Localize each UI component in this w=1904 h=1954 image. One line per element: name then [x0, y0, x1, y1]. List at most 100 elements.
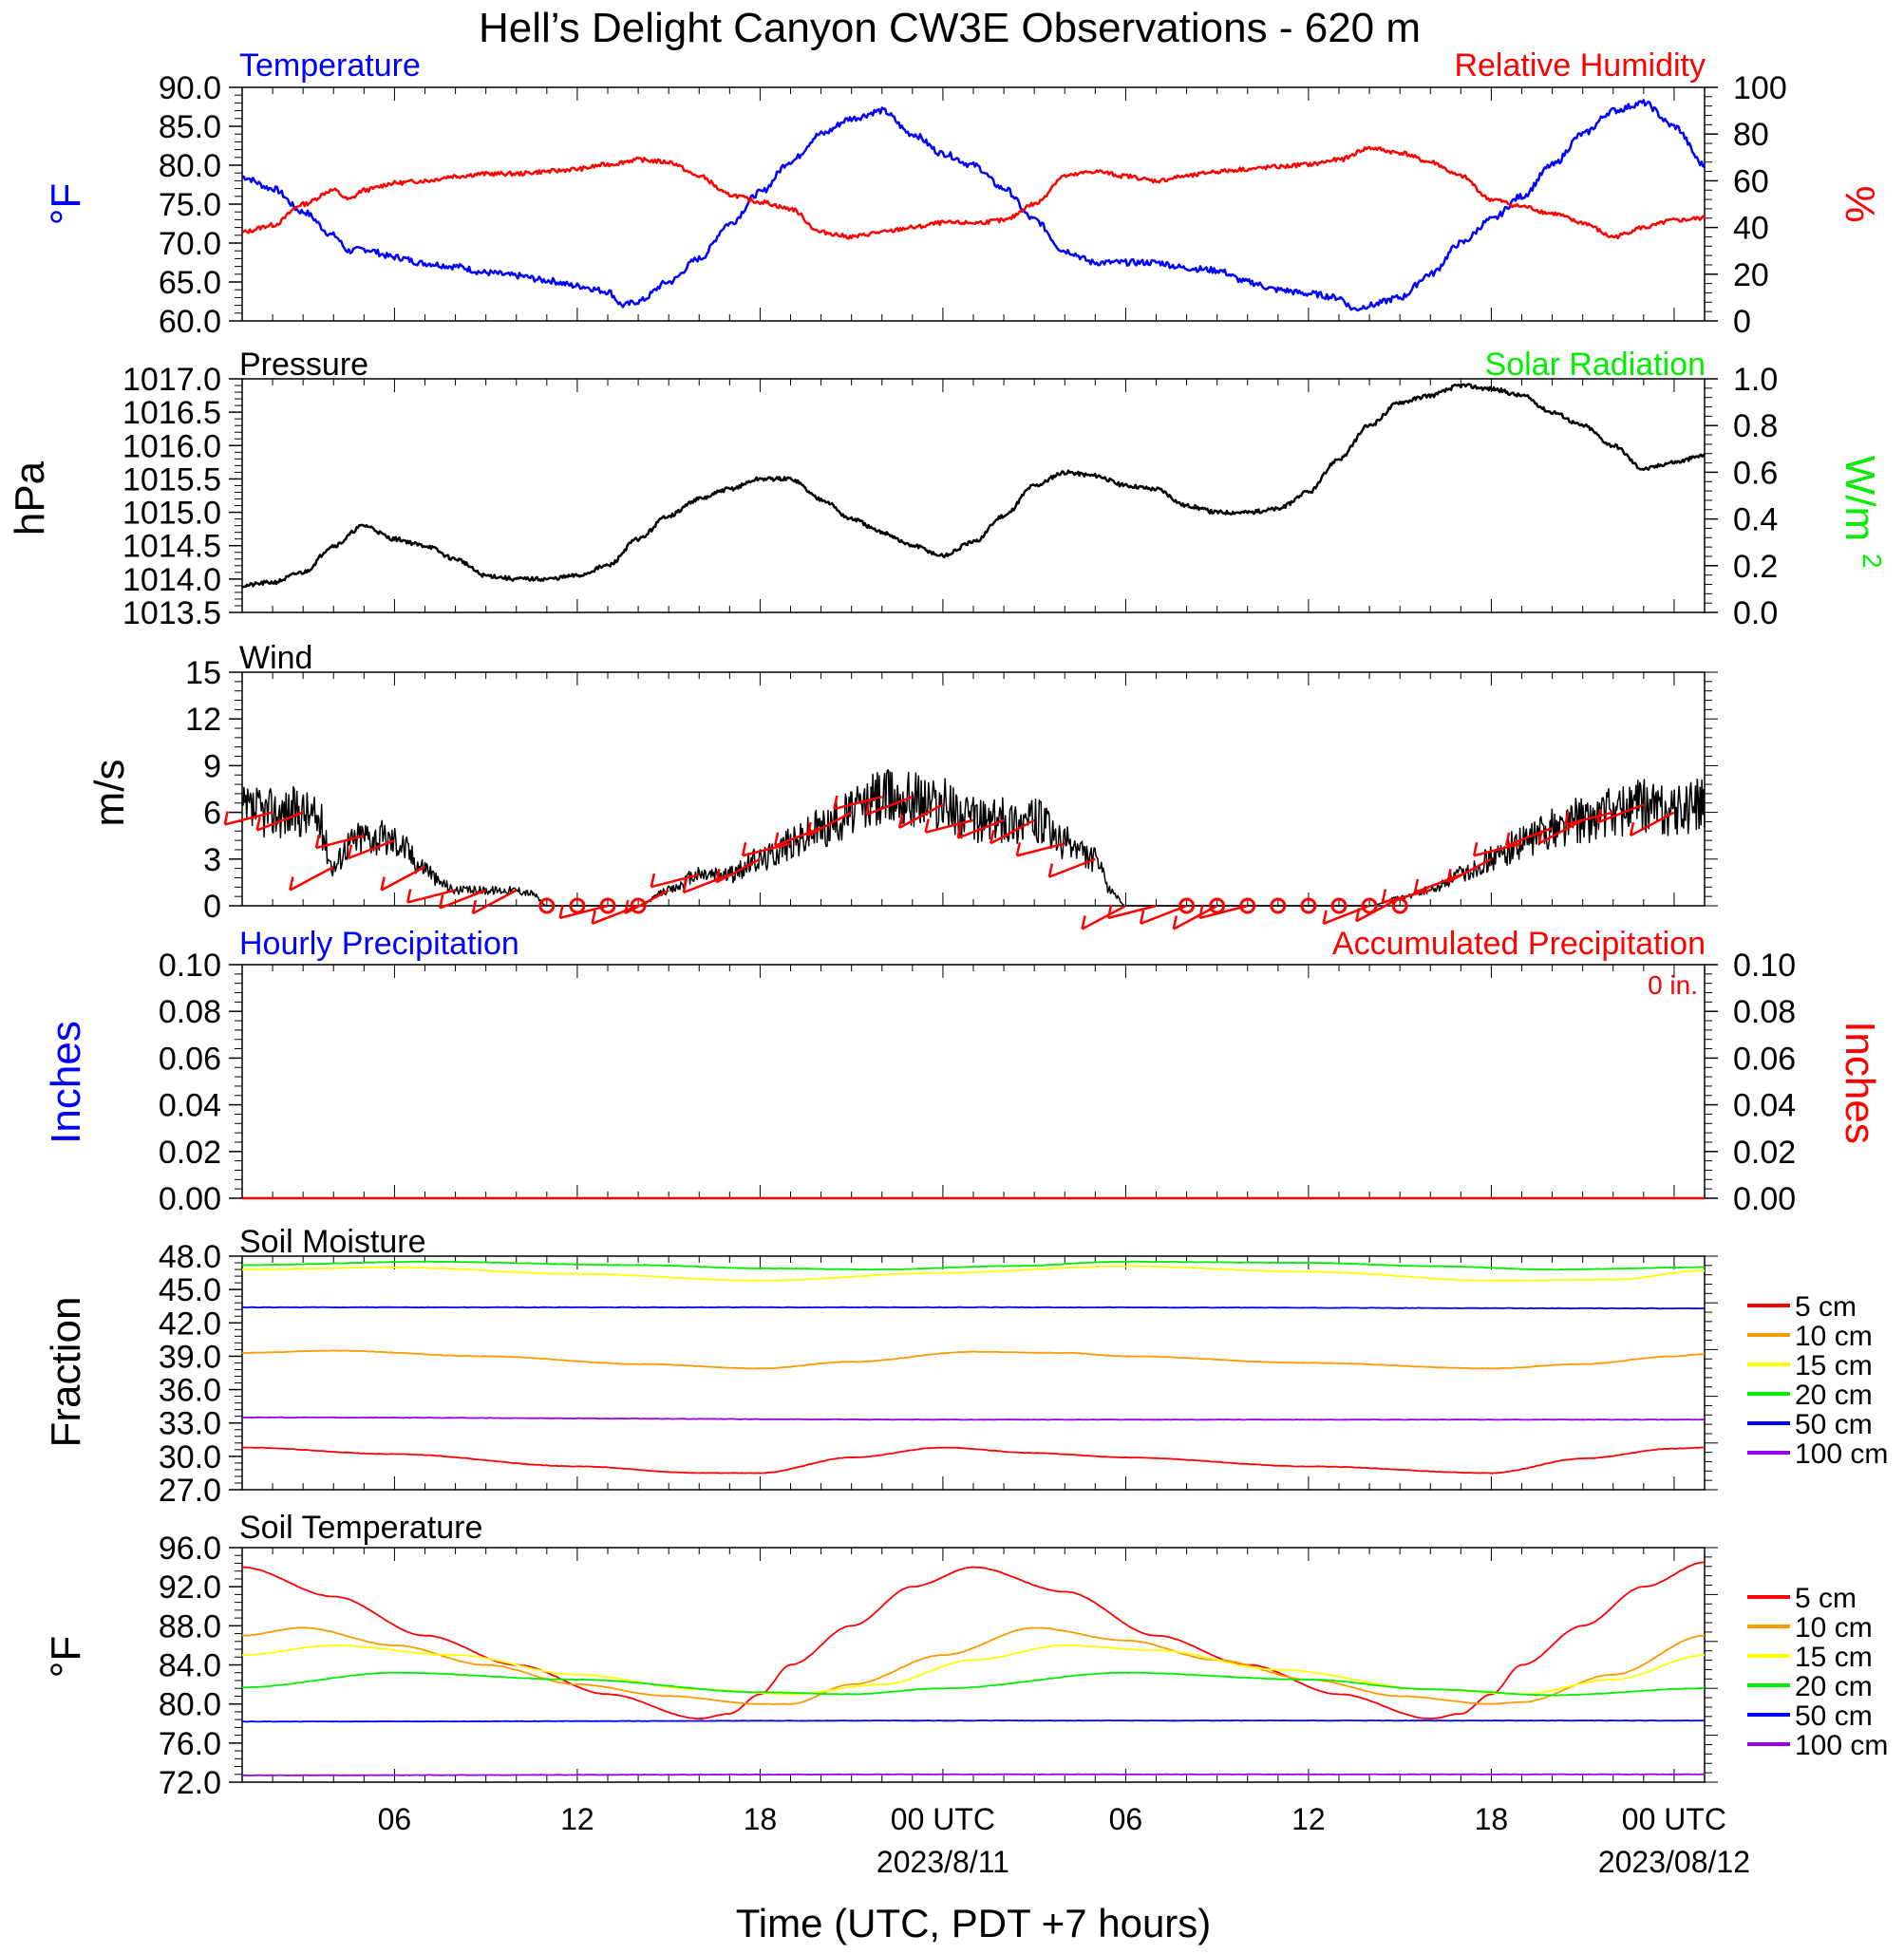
wind-barb: [1081, 904, 1127, 930]
soil-temp-line-20cm: [241, 1671, 1706, 1697]
chart-title: Hell’s Delight Canyon CW3E Observations …: [479, 5, 1421, 51]
wind-barb: [1446, 857, 1493, 884]
pressure-line: [241, 383, 1706, 589]
wind-barb-flag: [741, 842, 747, 856]
pressure-left-tick-label: 1013.5: [123, 595, 221, 631]
wind-barb: [1596, 803, 1645, 824]
wind-barb-flag: [715, 869, 721, 883]
temperature-title: Temperature: [239, 47, 421, 84]
wind-left-tick-label: 9: [203, 748, 221, 784]
wind-barb-flag: [255, 817, 261, 831]
wind-barb: [256, 811, 304, 832]
wind-barb-flag: [1564, 811, 1570, 825]
x-tick-label: 00 UTC: [1622, 1802, 1726, 1836]
precip-left-tick-label: 0.06: [159, 1041, 221, 1077]
wind-barb-flag: [1106, 904, 1113, 919]
hourly-precip-title: Hourly Precipitation: [239, 926, 519, 962]
pressure-left-tick-label: 1014.5: [123, 529, 221, 565]
pressure-right-tick-label: 0.2: [1733, 549, 1778, 585]
wind-barb: [315, 834, 365, 850]
wind-barb: [1140, 904, 1188, 925]
precip-right-tick-label: 0.04: [1733, 1088, 1796, 1124]
soil-moisture-line-10cm: [242, 1349, 1706, 1370]
wind-barb: [898, 803, 944, 829]
wind-barb: [1048, 857, 1096, 878]
wind-barb-flag: [924, 818, 930, 833]
soilt-left-tick-label: 76.0: [159, 1726, 221, 1762]
soilm-left-tick-label: 27.0: [159, 1473, 221, 1509]
wind-barb-flag: [806, 821, 813, 836]
hourly-precip-unit: Inches: [43, 1021, 89, 1144]
soilt-left-tick-label: 84.0: [159, 1648, 221, 1684]
temp-left-tick-label: 60.0: [159, 304, 221, 340]
wind-barb-flag: [624, 899, 630, 914]
wind-left-tick-label: 3: [203, 842, 221, 878]
x-tick-label: 12: [560, 1802, 594, 1836]
wind-barb-flag: [1015, 842, 1022, 856]
wind-barb: [807, 811, 853, 837]
wind-barb: [1173, 904, 1218, 930]
wind-title: Wind: [239, 640, 312, 676]
pressure-left-tick-label: 1015.5: [123, 461, 221, 498]
wind-barb: [1414, 874, 1461, 894]
soil-temp-legend-label: 10 cm: [1795, 1612, 1873, 1644]
soil-moisture-legend-label: 10 cm: [1795, 1321, 1873, 1352]
wind-barb-flag: [1172, 915, 1178, 930]
humidity-unit: %: [1837, 185, 1883, 222]
precip-right-tick-label: 0.08: [1733, 994, 1796, 1030]
calm-wind-marker: [1361, 897, 1378, 914]
temp-left-tick-label: 75.0: [159, 187, 221, 223]
x-tick-label: 06: [378, 1802, 412, 1836]
wind-barb: [1355, 896, 1401, 923]
wind-barb: [865, 796, 914, 817]
temp-left-tick-label: 65.0: [159, 265, 221, 301]
pressure-right-tick-label: 1.0: [1733, 362, 1778, 398]
soilt-left-tick-label: 80.0: [159, 1687, 221, 1723]
soil-moisture-legend-label: 100 cm: [1795, 1438, 1888, 1470]
wind-barb-flag: [591, 910, 596, 925]
calm-wind-marker: [1239, 897, 1256, 914]
temperature-unit: °F: [43, 183, 89, 225]
soil-moisture-legend-label: 5 cm: [1795, 1291, 1857, 1323]
pressure-right-tick-label: 0.6: [1733, 455, 1778, 491]
temp-plot-frame: [241, 86, 1706, 322]
wind-barb: [348, 838, 395, 860]
wind-barb-flag: [682, 878, 688, 893]
accum-precip-title: Accumulated Precipitation: [1332, 926, 1706, 962]
wind-barb-flag: [897, 814, 904, 829]
wind-barb-flag: [1355, 908, 1361, 922]
wind-left-tick-label: 0: [203, 889, 221, 925]
wind-barb-flag: [380, 876, 386, 891]
x-date-label: 2023/08/12: [1598, 1845, 1750, 1879]
pressure-plot-frame: [241, 378, 1706, 613]
soilm-left-tick-label: 45.0: [159, 1272, 221, 1308]
wind-barb-flag: [347, 844, 353, 859]
x-tick-label: 00 UTC: [891, 1802, 995, 1836]
soil-temp-line-100cm: [242, 1773, 1706, 1776]
precip-plot-frame: [241, 964, 1706, 1199]
soil-temp-line-10cm: [241, 1626, 1706, 1705]
wind-barb-flag: [558, 904, 564, 919]
precip-left-tick-label: 0.04: [159, 1088, 221, 1124]
temp-right-tick-label: 60: [1733, 163, 1769, 199]
precip-right-tick-label: 0.02: [1733, 1135, 1796, 1171]
wind-barb-flag: [1472, 842, 1479, 856]
precip-right-tick-label: 0.00: [1733, 1181, 1796, 1217]
wind-barb-flag: [1504, 832, 1511, 847]
wind-barb-flag: [773, 832, 780, 847]
wind-barb-flag: [1198, 904, 1204, 919]
wind-barb-flag: [1081, 915, 1086, 930]
pressure-left-tick-label: 1014.0: [123, 562, 221, 598]
x-tick-label: 12: [1291, 1802, 1326, 1836]
wind-barb: [683, 874, 730, 894]
pressure-right-tick-label: 0.8: [1733, 408, 1778, 444]
wind-left-tick-label: 15: [185, 655, 221, 691]
x-date-label: 2023/8/11: [877, 1845, 1009, 1879]
soil-temp-line-5cm: [242, 1561, 1706, 1720]
soil-moisture-line-20cm: [241, 1260, 1706, 1271]
soilm-left-tick-label: 39.0: [159, 1339, 221, 1375]
wind-barb-flag: [1537, 830, 1544, 844]
temp-right-tick-label: 80: [1733, 117, 1769, 153]
accum-precip-total: 0 in.: [1648, 970, 1698, 1000]
